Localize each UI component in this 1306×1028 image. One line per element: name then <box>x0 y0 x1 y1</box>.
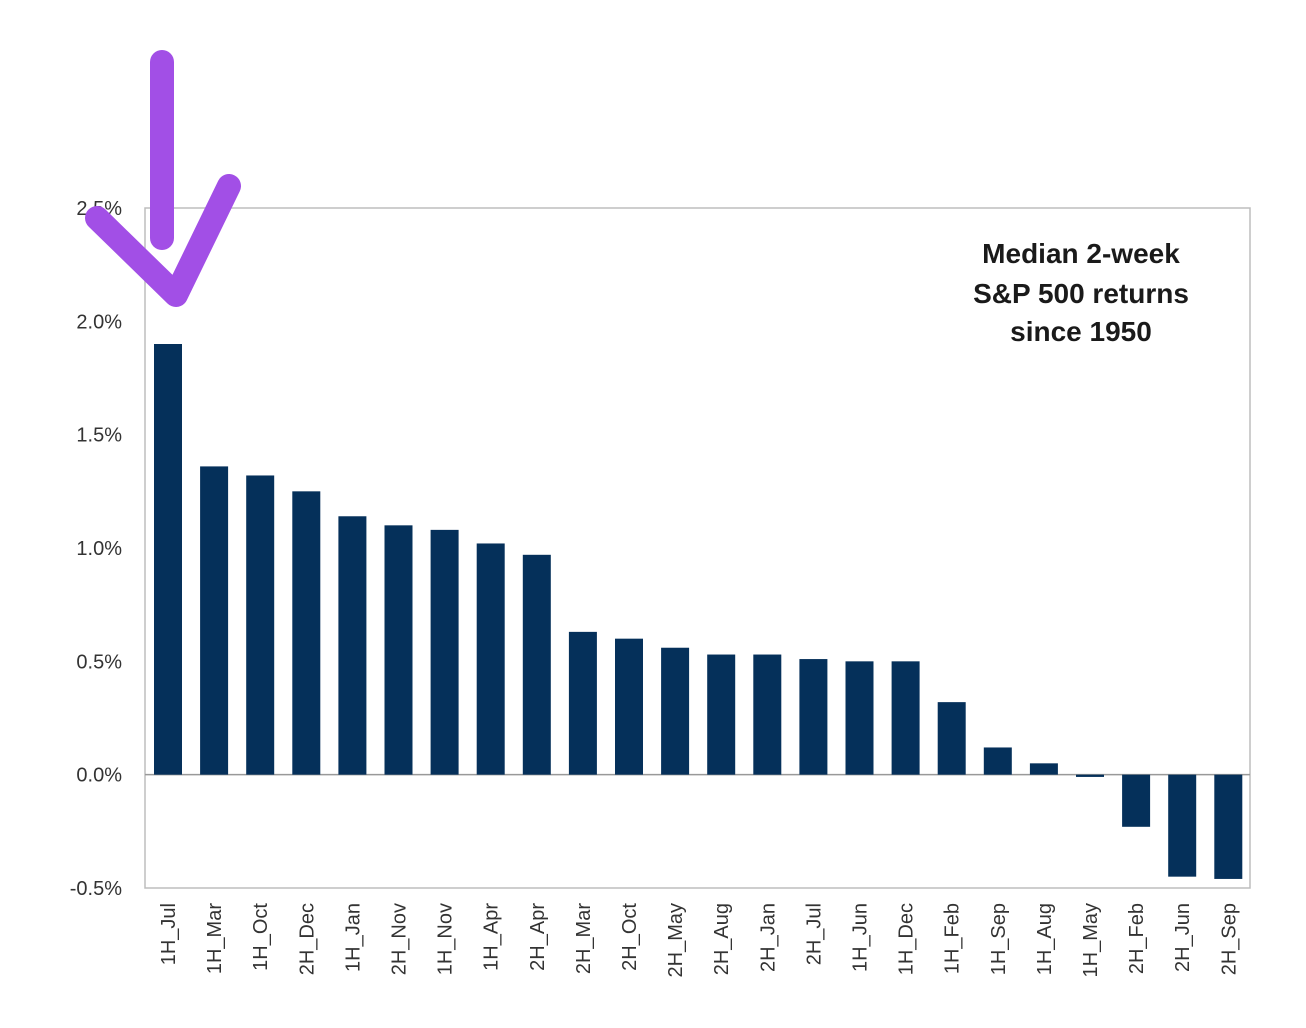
x-tick-label: 1H_Nov <box>435 903 457 975</box>
bar-1h-jul <box>154 344 182 775</box>
x-tick-label: 2H_Feb <box>1126 903 1148 974</box>
x-tick-label: 2H_May <box>665 903 687 977</box>
x-tick-label: 1H_Dec <box>896 903 918 975</box>
bar-2h-nov <box>384 525 413 775</box>
x-tick-label: 2H_Nov <box>389 903 411 975</box>
bar-2h-jul <box>799 659 828 775</box>
bar-2h-feb <box>1122 774 1151 827</box>
bar-2h-jun <box>1168 774 1197 877</box>
x-tick-label: 2H_Jan <box>757 903 779 972</box>
bar-1h-nov <box>430 529 459 775</box>
x-tick-label: 2H_Jun <box>1172 903 1194 972</box>
y-tick-label: 2.0% <box>76 311 122 333</box>
x-tick-label: 1H_Feb <box>942 903 964 974</box>
bar-1h-jun <box>845 661 874 775</box>
x-tick-label: 1H_Jan <box>342 903 364 972</box>
x-tick-label: 1H_Mar <box>204 903 226 974</box>
y-axis: -0.5%0.0%0.5%1.0%1.5%2.0%2.5% <box>70 198 122 900</box>
bar-1h-dec <box>891 661 920 775</box>
x-tick-label: 1H_May <box>1080 903 1102 977</box>
y-tick-label: 0.5% <box>76 651 122 673</box>
bar-2h-oct <box>615 638 643 775</box>
bar-2h-sep <box>1214 774 1243 879</box>
bar-1h-oct <box>246 475 275 775</box>
bar-2h-mar <box>568 631 597 775</box>
x-tick-label: 1H_Oct <box>250 903 272 971</box>
bar-1h-aug <box>1029 763 1058 775</box>
y-tick-label: -0.5% <box>70 878 122 900</box>
x-tick-label: 2H_Oct <box>619 903 641 971</box>
bar-2h-apr <box>522 554 551 775</box>
x-tick-label: 2H_Mar <box>573 903 595 974</box>
x-tick-label: 1H_Jun <box>850 903 872 972</box>
bar-2h-aug <box>707 654 736 775</box>
arrow-head <box>85 174 241 307</box>
bar-1h-mar <box>200 466 229 775</box>
x-axis: 1H_Jul 1H_Mar 1H_Oct 2H_Dec 1H_Jan 2H_Nov 1H_N… <box>158 903 1240 978</box>
x-tick-label: 1H_Jul <box>158 903 180 965</box>
bar-1h-may <box>1076 774 1104 777</box>
x-tick-label: 2H_Jul <box>803 903 825 965</box>
x-tick-label: 1H_Aug <box>1034 903 1056 975</box>
y-tick-label: 0.0% <box>76 765 122 787</box>
bar-1h-feb <box>937 702 966 775</box>
chart-title-line-2: S&P 500 returns <box>973 278 1189 309</box>
bar-2h-dec <box>292 491 321 775</box>
bars-group <box>154 344 1243 879</box>
x-tick-label: 2H_Dec <box>296 903 318 975</box>
plot-border <box>144 207 1251 889</box>
x-tick-label: 2H_Aug <box>711 903 733 975</box>
y-tick-label: 1.5% <box>76 425 122 447</box>
x-tick-label: 1H_Sep <box>988 903 1010 975</box>
bar-2h-jan <box>753 654 782 775</box>
down-arrow-annotation <box>85 50 241 307</box>
chart-title: Median 2-week S&P 500 returns since 1950 <box>973 238 1189 347</box>
bar-1h-jan <box>338 516 367 775</box>
x-tick-label: 2H_Sep <box>1218 903 1240 975</box>
x-tick-label: 1H_Apr <box>481 903 503 971</box>
y-tick-label: 1.0% <box>76 538 122 560</box>
x-tick-label: 2H_Apr <box>527 903 549 971</box>
bar-2h-may <box>661 647 690 775</box>
bar-1h-apr <box>476 543 505 775</box>
plot-area <box>144 207 1251 889</box>
chart-title-line-3: since 1950 <box>1010 316 1152 347</box>
bar-1h-sep <box>983 747 1012 775</box>
chart-title-line-1: Median 2-week <box>982 238 1180 269</box>
